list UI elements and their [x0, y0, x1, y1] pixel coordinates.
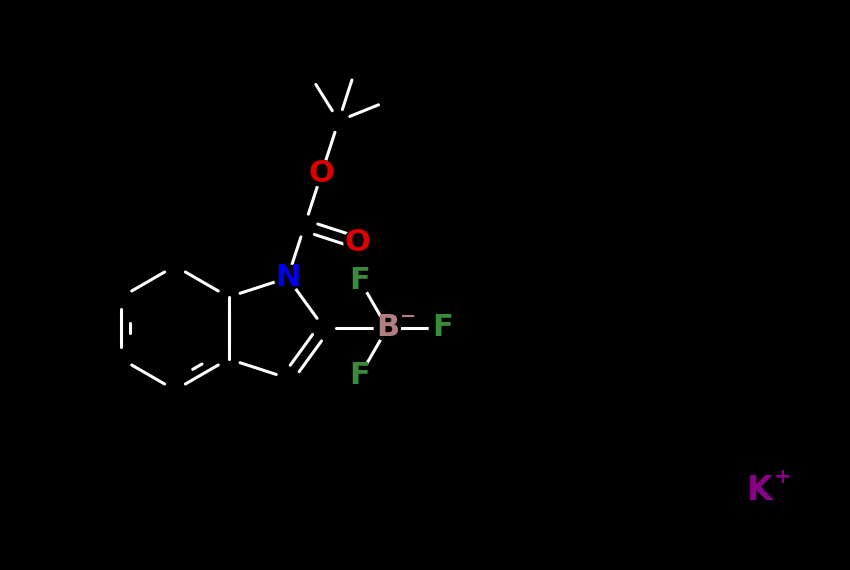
Text: O: O [309, 158, 335, 188]
Circle shape [347, 363, 373, 389]
Circle shape [429, 315, 456, 341]
Text: N: N [275, 263, 300, 292]
Circle shape [344, 230, 370, 255]
Text: F: F [349, 266, 371, 295]
Text: −: − [400, 307, 416, 325]
Text: +: + [774, 467, 791, 487]
Text: O: O [344, 228, 370, 257]
Circle shape [347, 267, 373, 294]
Circle shape [374, 315, 400, 341]
Circle shape [747, 477, 773, 503]
Circle shape [309, 160, 335, 186]
Text: K: K [747, 474, 773, 507]
Text: F: F [349, 361, 371, 390]
Text: F: F [432, 314, 453, 343]
Text: B: B [376, 314, 399, 343]
Circle shape [275, 265, 301, 291]
